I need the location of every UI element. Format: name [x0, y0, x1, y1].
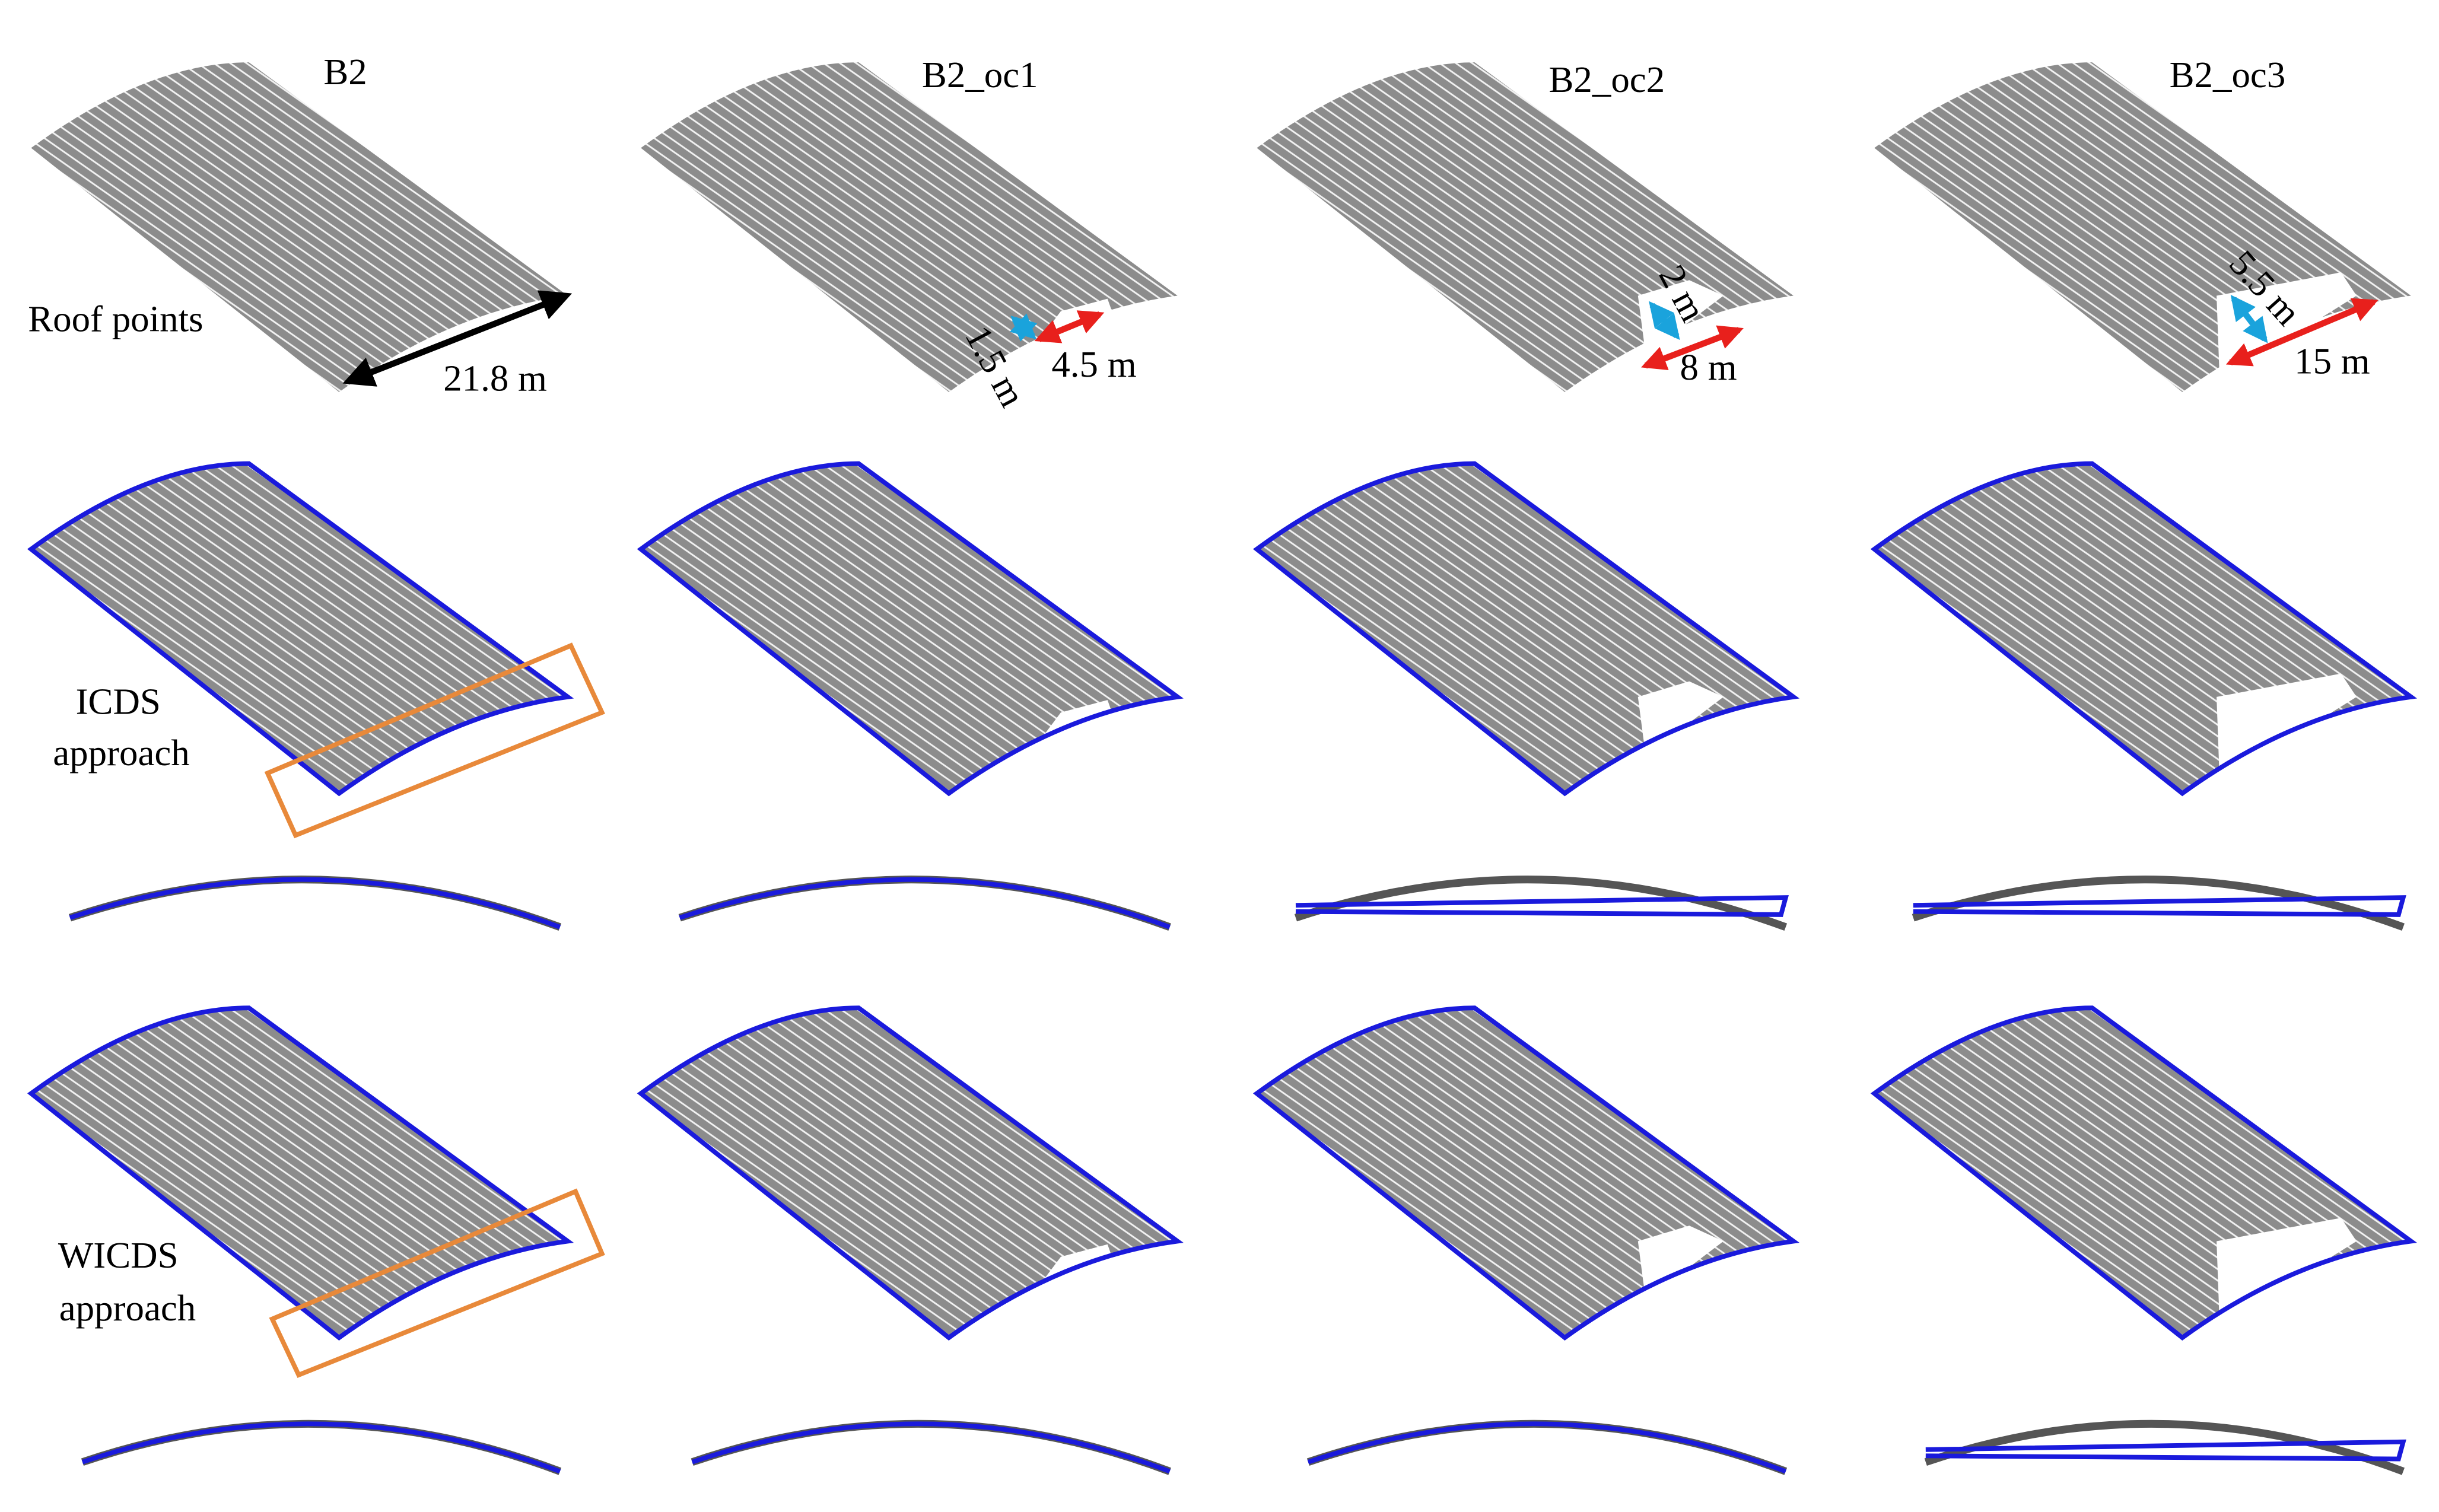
section-points: [1924, 1419, 2405, 1475]
fitted-boundary: [1252, 1005, 1800, 1341]
section-points: [1294, 876, 1788, 931]
roof-panel: [637, 1005, 1184, 1341]
dimension-label: 4.5 m: [1051, 343, 1136, 385]
fitted-section: [81, 1421, 561, 1474]
row-label: ICDS: [76, 681, 161, 722]
highlight-box: [264, 642, 605, 839]
roof-points: [641, 62, 1178, 392]
dimension-label: 8 m: [1680, 346, 1737, 388]
dimension-arrow: [1009, 313, 1038, 342]
roof-points: [641, 1008, 1178, 1338]
roof-panel: [641, 62, 1178, 392]
panels: [27, 62, 2418, 1475]
roof-panel: [1252, 1005, 1800, 1341]
dimension-arrow: [1034, 310, 1105, 343]
roof-panel: [1870, 1005, 2418, 1341]
row-label: approach: [53, 732, 190, 773]
dimension-arrow: [342, 290, 573, 387]
fitted-boundary: [1870, 461, 2418, 797]
fitted-section: [69, 877, 561, 930]
row-label: WICDS: [58, 1234, 179, 1276]
column-title: B2_oc1: [922, 54, 1038, 96]
fitted-boundary: [637, 1005, 1184, 1341]
roof-points: [31, 463, 568, 794]
occlusion-gap: [2217, 1218, 2357, 1327]
column-title: B2_oc3: [2170, 54, 2286, 96]
fitted-section: [1913, 895, 2406, 917]
roof-points: [1874, 1008, 2411, 1338]
fitted-boundary: [637, 461, 1184, 797]
roof-panel: [1252, 461, 1800, 797]
fitted-boundary: [1870, 1005, 2418, 1341]
column-title: B2: [323, 51, 367, 93]
row-label: Roof points: [28, 298, 203, 340]
fitted-section: [679, 877, 1171, 930]
roof-points: [1257, 1008, 1794, 1338]
roof-points: [31, 62, 568, 392]
dimension-arrow: [2225, 298, 2378, 367]
roof-points: [641, 463, 1178, 794]
roof-points: [1257, 463, 1794, 794]
dimension-arrow: [2230, 295, 2268, 343]
fitted-boundary: [27, 1005, 574, 1341]
highlight-box: [269, 1188, 605, 1379]
roof-panel: [31, 62, 568, 392]
fitted-section: [1925, 1439, 2406, 1462]
roof-points: [1874, 463, 2411, 794]
row-label: approach: [59, 1287, 196, 1329]
fitted-section: [1295, 895, 1789, 917]
roof-panel: [27, 461, 574, 797]
fitted-section: [1307, 1421, 1787, 1474]
fitted-boundary: [27, 461, 574, 797]
fitted-section: [691, 1421, 1171, 1474]
roof-panel: [637, 461, 1184, 797]
section-points: [1912, 876, 2405, 931]
dimension-label: 21.8 m: [443, 357, 547, 399]
column-title: B2_oc2: [1548, 59, 1665, 100]
occlusion-gap: [2217, 673, 2357, 783]
roof-panel: [1870, 461, 2418, 797]
dimension-arrow: [1649, 301, 1680, 340]
fitted-boundary: [1252, 461, 1800, 797]
dimension-label: 15 m: [2294, 340, 2370, 382]
dimension-arrow: [1641, 325, 1744, 370]
roof-points: [31, 1008, 568, 1338]
roof-panel: [27, 1005, 574, 1341]
